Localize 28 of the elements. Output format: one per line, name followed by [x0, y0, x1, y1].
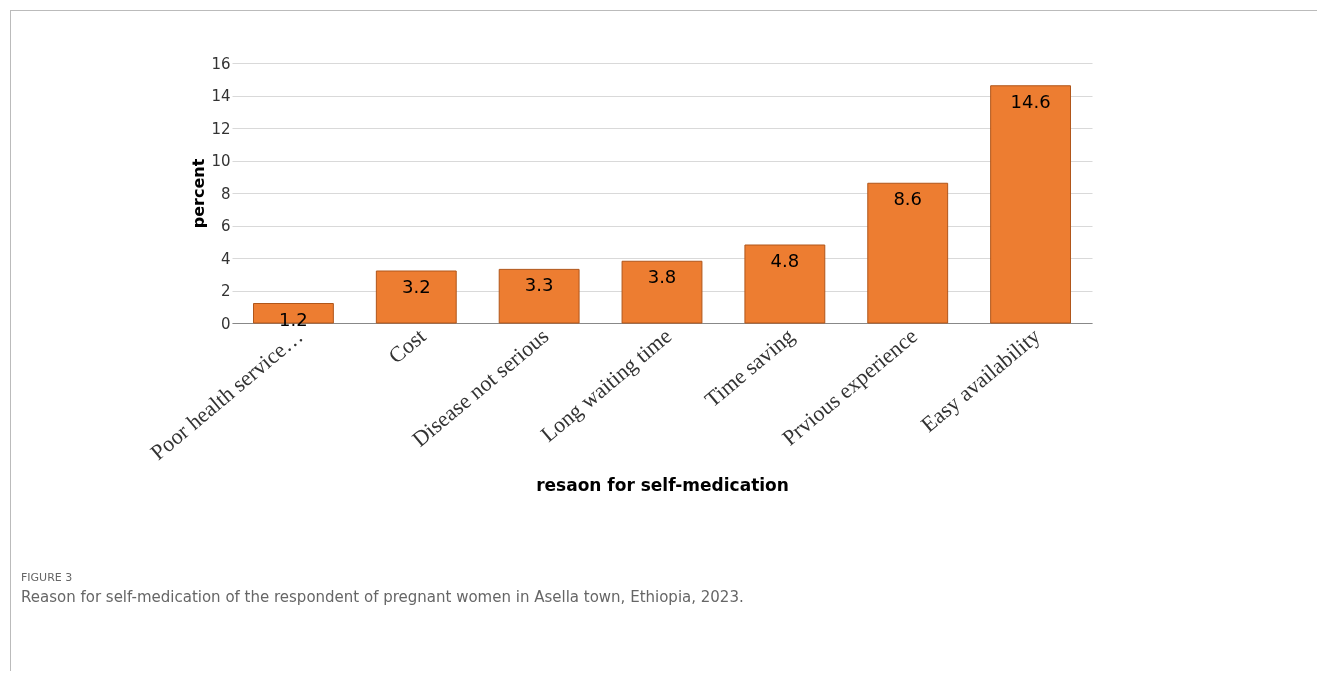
- y-tick-label: 14: [211, 87, 231, 105]
- y-tick-label: 6: [220, 217, 231, 235]
- y-tick-label: 4: [220, 249, 231, 268]
- bar: [253, 303, 334, 324]
- bar: [990, 85, 1071, 324]
- bar: [744, 244, 826, 324]
- y-axis-title: percent: [189, 158, 209, 229]
- data-label: 8.6: [893, 188, 923, 210]
- y-tick-label: 0: [220, 314, 231, 333]
- y-tick-label: 8: [220, 184, 231, 203]
- data-label: 1.2: [279, 308, 308, 330]
- x-axis-title: resaon for self-medication: [536, 475, 789, 496]
- bar: [867, 182, 949, 324]
- y-tick-label: 16: [211, 54, 231, 73]
- caption: FIGURE 3: [21, 571, 74, 584]
- data-label: 4.8: [770, 250, 800, 271]
- x-tick-label: Cost: [383, 323, 431, 369]
- y-tick-label: 2: [220, 282, 231, 300]
- data-label: 3.2: [401, 276, 431, 297]
- bar: [621, 260, 703, 324]
- bar: [375, 270, 457, 324]
- y-tick-label: 10: [211, 152, 231, 170]
- data-label: 3.3: [524, 274, 554, 296]
- bar: [498, 268, 580, 324]
- data-label: 3.8: [647, 266, 677, 288]
- data-label: 14.6: [1010, 90, 1051, 112]
- text: Reason for self-medication of the respondent of pregnant women in Asella town, Ethiopia, 2023.: [21, 588, 744, 606]
- y-tick-label: 12: [211, 119, 231, 138]
